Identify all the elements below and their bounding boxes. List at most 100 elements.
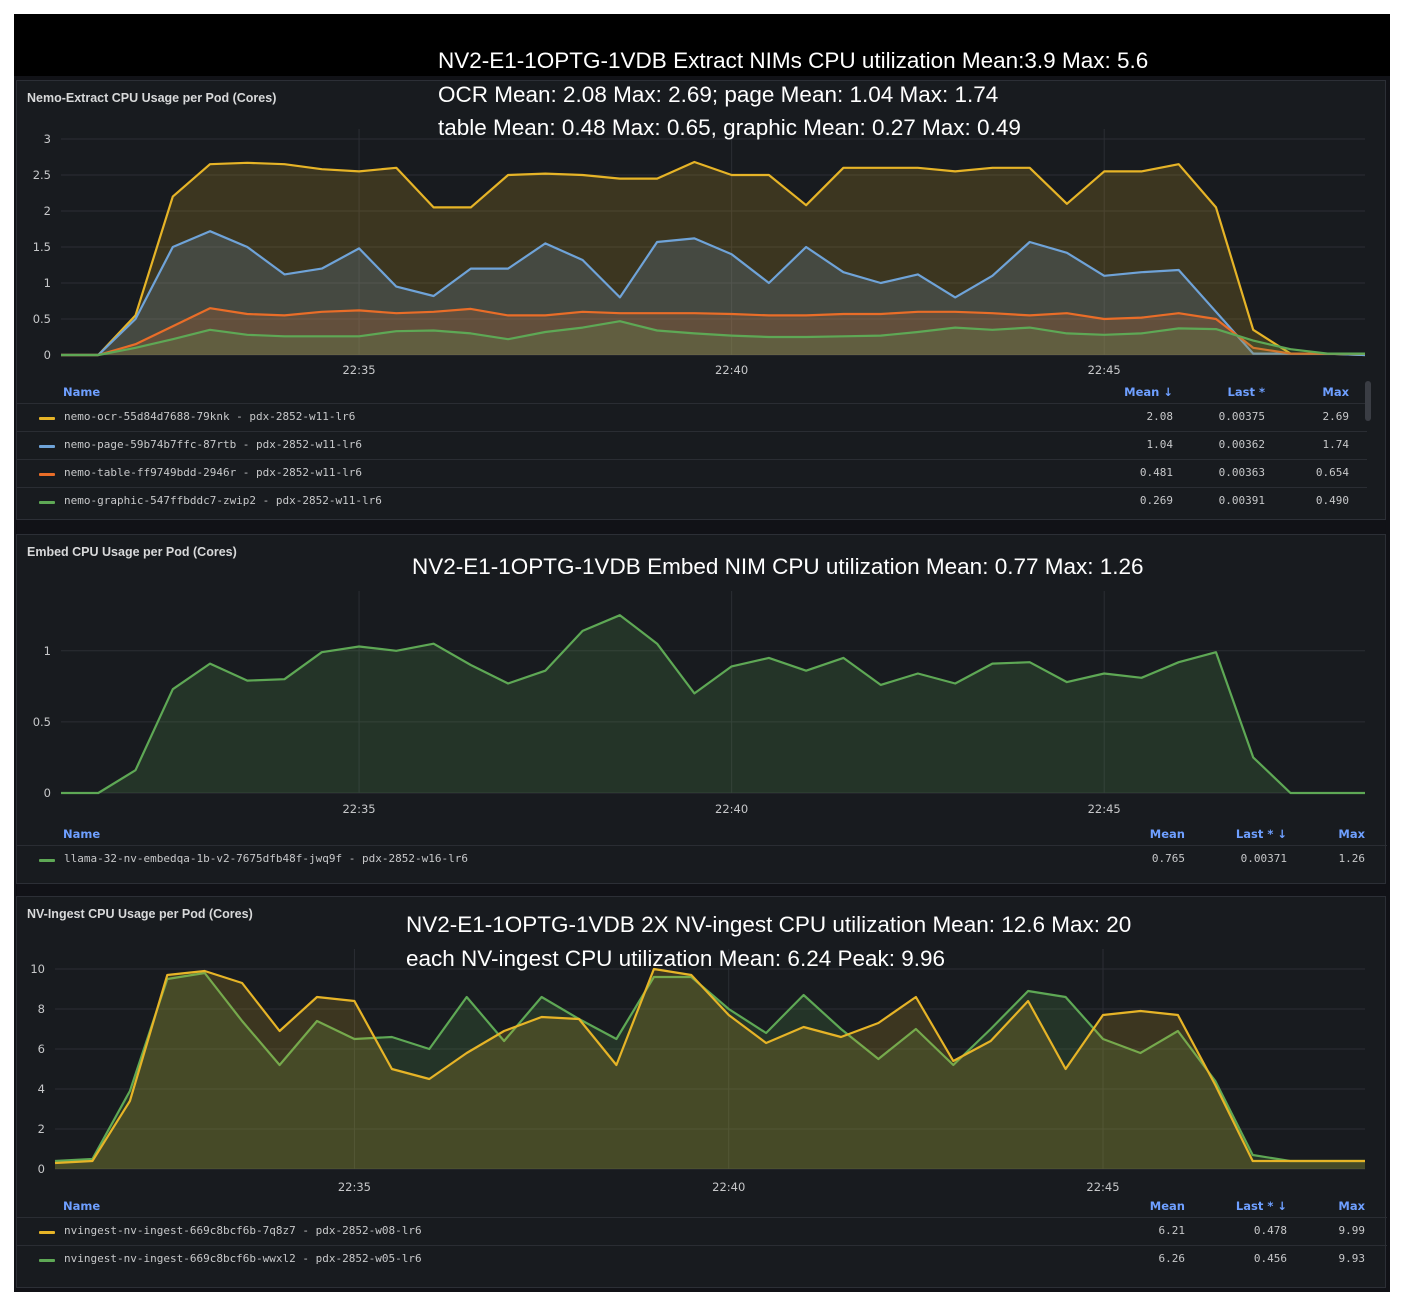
legend-scrollbar[interactable] xyxy=(1365,381,1371,421)
legend-header-name[interactable]: Name xyxy=(63,827,101,841)
legend-swatch xyxy=(39,501,55,504)
legend-last-value: 0.00362 xyxy=(1218,438,1265,451)
panel-title[interactable]: Nemo-Extract CPU Usage per Pod (Cores) xyxy=(27,91,277,105)
legend-header-mean[interactable]: Mean xyxy=(1149,1199,1185,1213)
legend-header-last[interactable]: Last * xyxy=(1227,385,1265,399)
legend-max-value: 0.490 xyxy=(1315,494,1349,507)
annotation-extract-line2: OCR Mean: 2.08 Max: 2.69; page Mean: 1.0… xyxy=(438,82,999,107)
legend-last-value: 0.478 xyxy=(1253,1224,1287,1237)
y-tick-label: 0 xyxy=(38,1162,45,1176)
y-tick-label: 0.5 xyxy=(33,715,51,729)
series-area xyxy=(61,308,1365,355)
legend-header-mean[interactable]: Mean xyxy=(1149,827,1185,841)
legend-row[interactable]: nemo-ocr-55d84d7688-79knk - pdx-2852-w11… xyxy=(17,403,1367,432)
legend-swatch xyxy=(39,445,55,448)
series-line[interactable] xyxy=(61,320,1365,357)
legend-nemo-extract: Name Mean ↓ Last * Max nemo-ocr-55d84d7688-7… xyxy=(17,379,1367,519)
annotation-embed-line1: NV2-E1-1OPTG-1VDB Embed NIM CPU utilizat… xyxy=(412,554,1144,579)
legend-max-value: 1.74 xyxy=(1322,438,1350,451)
annotation-extract-line3: table Mean: 0.48 Max: 0.65, graphic Mean… xyxy=(438,115,1021,140)
legend-swatch xyxy=(39,1259,55,1262)
y-tick-label: 1.5 xyxy=(33,240,51,254)
y-tick-label: 0 xyxy=(44,786,51,800)
x-tick-label: 22:35 xyxy=(342,802,375,816)
legend-mean-value: 6.21 xyxy=(1158,1224,1186,1237)
legend-header-last[interactable]: Last * ↓ xyxy=(1235,827,1287,841)
chart-embed: 0 0.5 1 22:35 22:40 22:45 xyxy=(33,591,1365,816)
y-tick-label: 1 xyxy=(44,644,51,658)
y-tick-label: 6 xyxy=(38,1042,45,1056)
x-tick-label: 22:40 xyxy=(715,363,748,377)
legend-header-max[interactable]: Max xyxy=(1322,385,1349,399)
panel-title[interactable]: Embed CPU Usage per Pod (Cores) xyxy=(27,545,237,559)
top-bar xyxy=(14,14,1390,76)
legend-last-value: 0.00375 xyxy=(1218,410,1265,423)
legend-row[interactable]: nemo-graphic-547ffbddc7-zwip2 - pdx-2852… xyxy=(17,487,1367,516)
panel-title[interactable]: NV-Ingest CPU Usage per Pod (Cores) xyxy=(27,907,253,921)
legend-embed: Name Mean Last * ↓ Max llama-32-nv-embedqa-1… xyxy=(17,821,1387,881)
legend-row[interactable]: nvingest-nv-ingest-669c8bcf6b-7q8z7 - pd… xyxy=(17,1217,1387,1246)
x-tick-label: 22:40 xyxy=(712,1180,745,1194)
legend-last-value: 0.00391 xyxy=(1218,494,1265,507)
series-area xyxy=(55,973,1365,1169)
series-line[interactable] xyxy=(54,967,1365,1165)
legend-row[interactable]: nvingest-nv-ingest-669c8bcf6b-wwxl2 - pd… xyxy=(17,1245,1387,1274)
series-area xyxy=(61,231,1365,355)
y-tick-label: 2 xyxy=(44,204,51,218)
legend-series-name: nemo-ocr-55d84d7688-79knk - pdx-2852-w11… xyxy=(64,410,356,423)
y-tick-label: 0 xyxy=(44,348,51,362)
y-tick-label: 2.5 xyxy=(33,168,51,182)
annotation-ingest-line1: NV2-E1-1OPTG-1VDB 2X NV-ingest CPU utili… xyxy=(406,912,1132,937)
legend-swatch xyxy=(39,473,55,476)
legend-row[interactable]: nemo-page-59b74b7ffc-87rtb - pdx-2852-w1… xyxy=(17,431,1367,460)
panel-nemo-extract: Nemo-Extract CPU Usage per Pod (Cores) 0… xyxy=(16,80,1386,520)
legend-max-value: 0.654 xyxy=(1315,466,1349,479)
legend-series-name: nvingest-nv-ingest-669c8bcf6b-wwxl2 - pd… xyxy=(64,1252,422,1265)
legend-max-value: 2.69 xyxy=(1322,410,1350,423)
legend-max-value: 1.26 xyxy=(1338,852,1366,865)
legend-series-name: nvingest-nv-ingest-669c8bcf6b-7q8z7 - pd… xyxy=(64,1224,422,1237)
legend-header-last[interactable]: Last * ↓ xyxy=(1235,1199,1287,1213)
legend-header-name[interactable]: Name xyxy=(63,385,101,399)
series-area xyxy=(55,969,1365,1169)
series-line[interactable] xyxy=(61,230,1366,357)
legend-max-value: 9.93 xyxy=(1338,1252,1366,1265)
legend-mean-value: 0.481 xyxy=(1139,466,1173,479)
legend-row[interactable]: llama-32-nv-embedqa-1b-v2-7675dfb48f-jwq… xyxy=(17,845,1387,874)
series-line[interactable] xyxy=(61,307,1365,357)
panel-embed: Embed CPU Usage per Pod (Cores) 0 0.5 1 22:… xyxy=(16,534,1387,884)
y-tick-label: 1 xyxy=(44,276,51,290)
annotation-ingest-line2: each NV-ingest CPU utilization Mean: 6.2… xyxy=(406,946,946,971)
y-tick-label: 4 xyxy=(38,1082,45,1096)
legend-series-name: llama-32-nv-embedqa-1b-v2-7675dfb48f-jwq… xyxy=(64,852,468,865)
legend-header-name[interactable]: Name xyxy=(63,1199,101,1213)
legend-header-max[interactable]: Max xyxy=(1338,1199,1365,1213)
legend-last-value: 0.00371 xyxy=(1240,852,1287,865)
legend-header-mean[interactable]: Mean ↓ xyxy=(1124,385,1173,399)
series-line[interactable] xyxy=(61,160,1366,357)
legend-series-name: nemo-table-ff9749bdd-2946r - pdx-2852-w1… xyxy=(64,466,363,479)
y-tick-label: 2 xyxy=(38,1122,45,1136)
series-area xyxy=(61,615,1365,793)
x-tick-label: 22:45 xyxy=(1088,802,1121,816)
x-tick-label: 22:45 xyxy=(1086,1180,1119,1194)
legend-swatch xyxy=(39,1231,55,1234)
legend-row[interactable]: nemo-table-ff9749bdd-2946r - pdx-2852-w1… xyxy=(17,459,1367,488)
series-line[interactable] xyxy=(54,971,1365,1163)
legend-header-max[interactable]: Max xyxy=(1338,827,1365,841)
series-line[interactable] xyxy=(61,614,1365,795)
legend-mean-value: 2.08 xyxy=(1146,410,1174,423)
legend-mean-value: 1.04 xyxy=(1146,438,1174,451)
legend-nv-ingest: Name Mean Last * ↓ Max nvingest-nv-ingest-66… xyxy=(17,1193,1387,1283)
legend-mean-value: 6.26 xyxy=(1158,1252,1186,1265)
x-tick-label: 22:40 xyxy=(715,802,748,816)
legend-max-value: 9.99 xyxy=(1338,1224,1366,1237)
legend-swatch xyxy=(39,417,55,420)
annotation-extract-line1: NV2-E1-1OPTG-1VDB Extract NIMs CPU utili… xyxy=(438,48,1149,73)
legend-last-value: 0.456 xyxy=(1253,1252,1287,1265)
chart-nemo-extract: 0 0.5 1 1.5 2 2.5 3 22:35 22:40 22:45 xyxy=(33,129,1366,377)
legend-series-name: nemo-graphic-547ffbddc7-zwip2 - pdx-2852… xyxy=(64,494,382,507)
chart-nv-ingest: 0 2 4 6 8 10 22:35 22:40 22:45 xyxy=(30,949,1365,1194)
legend-last-value: 0.00363 xyxy=(1218,466,1265,479)
y-tick-label: 3 xyxy=(44,132,51,146)
